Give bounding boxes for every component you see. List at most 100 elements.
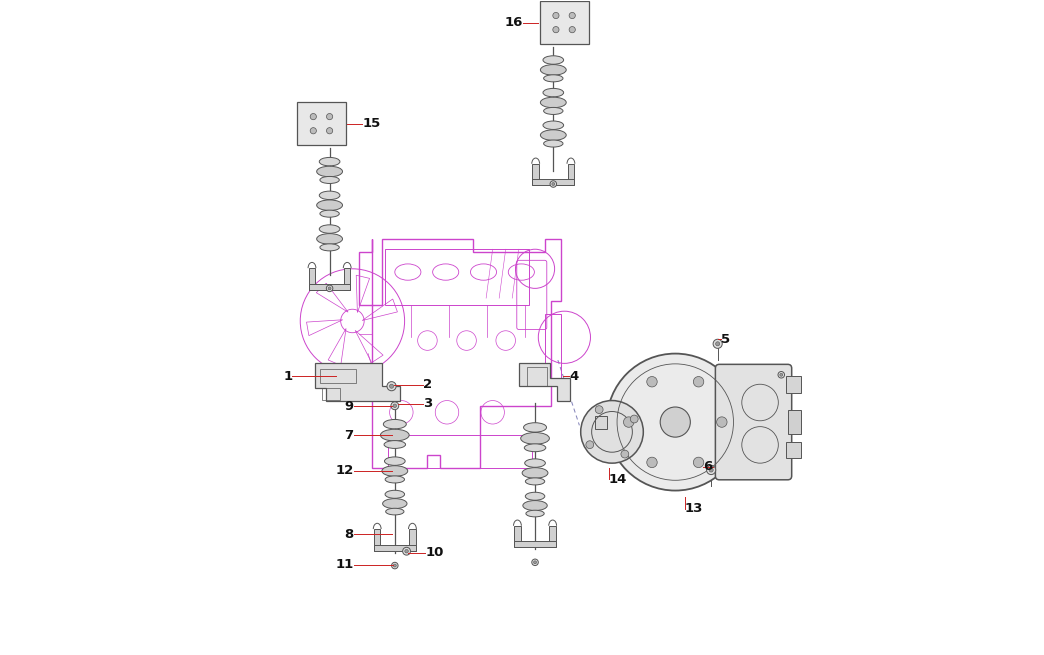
Circle shape xyxy=(693,457,704,468)
Ellipse shape xyxy=(525,459,545,467)
Circle shape xyxy=(693,377,704,387)
Bar xyxy=(532,164,539,185)
Bar xyxy=(788,410,801,434)
Ellipse shape xyxy=(319,225,340,233)
Circle shape xyxy=(707,466,716,475)
Text: 12: 12 xyxy=(335,464,354,477)
Ellipse shape xyxy=(522,468,548,478)
Ellipse shape xyxy=(543,56,564,64)
Circle shape xyxy=(716,417,727,427)
Circle shape xyxy=(394,564,397,567)
FancyBboxPatch shape xyxy=(296,102,346,145)
Circle shape xyxy=(595,405,603,413)
Ellipse shape xyxy=(544,140,563,147)
Circle shape xyxy=(580,401,643,463)
Ellipse shape xyxy=(523,500,547,510)
Circle shape xyxy=(647,377,658,387)
Circle shape xyxy=(393,404,397,407)
Circle shape xyxy=(621,450,628,458)
Circle shape xyxy=(531,559,539,565)
Bar xyxy=(549,526,555,548)
Ellipse shape xyxy=(544,75,563,82)
Ellipse shape xyxy=(525,478,545,485)
Ellipse shape xyxy=(521,432,549,444)
Text: 8: 8 xyxy=(345,528,354,541)
Bar xyxy=(526,367,547,386)
Bar xyxy=(595,415,607,428)
Circle shape xyxy=(569,27,575,33)
Bar xyxy=(786,441,801,458)
Ellipse shape xyxy=(319,191,340,200)
Ellipse shape xyxy=(525,493,545,500)
Bar xyxy=(309,284,351,290)
Ellipse shape xyxy=(319,157,340,166)
Circle shape xyxy=(310,128,316,134)
Circle shape xyxy=(387,382,396,391)
Text: 4: 4 xyxy=(569,370,578,383)
Circle shape xyxy=(586,441,594,449)
Bar xyxy=(374,545,416,551)
Ellipse shape xyxy=(383,419,406,429)
Bar xyxy=(343,268,351,290)
Circle shape xyxy=(389,384,394,388)
Circle shape xyxy=(713,339,722,348)
Ellipse shape xyxy=(384,441,405,449)
Text: 5: 5 xyxy=(721,333,730,346)
Bar xyxy=(532,179,574,185)
Ellipse shape xyxy=(380,429,409,441)
Ellipse shape xyxy=(385,491,405,498)
Ellipse shape xyxy=(316,234,342,244)
Text: 6: 6 xyxy=(704,460,713,473)
Circle shape xyxy=(715,342,719,346)
Ellipse shape xyxy=(319,210,339,217)
Circle shape xyxy=(533,561,537,564)
Ellipse shape xyxy=(541,65,566,75)
Circle shape xyxy=(607,354,743,491)
Ellipse shape xyxy=(319,244,339,251)
Circle shape xyxy=(631,415,638,423)
Ellipse shape xyxy=(544,107,563,115)
Ellipse shape xyxy=(382,466,408,476)
Text: 13: 13 xyxy=(685,502,704,515)
Circle shape xyxy=(552,183,554,185)
Ellipse shape xyxy=(523,422,546,432)
Circle shape xyxy=(310,113,316,120)
Bar xyxy=(322,388,340,400)
Text: 9: 9 xyxy=(345,400,354,413)
Bar xyxy=(786,377,801,393)
Circle shape xyxy=(569,12,575,18)
Bar xyxy=(309,268,315,290)
Circle shape xyxy=(660,407,690,437)
Circle shape xyxy=(553,12,559,18)
Ellipse shape xyxy=(541,130,566,140)
Text: 15: 15 xyxy=(362,117,380,130)
Ellipse shape xyxy=(316,200,342,210)
Circle shape xyxy=(327,128,333,134)
Bar xyxy=(719,405,740,438)
Ellipse shape xyxy=(384,457,405,465)
Bar xyxy=(409,529,416,551)
Circle shape xyxy=(328,287,331,290)
Polygon shape xyxy=(519,364,570,402)
Circle shape xyxy=(403,548,410,555)
Ellipse shape xyxy=(319,176,339,183)
Ellipse shape xyxy=(385,508,404,515)
Text: 14: 14 xyxy=(609,473,627,486)
Ellipse shape xyxy=(524,444,546,452)
Bar xyxy=(568,164,574,185)
Ellipse shape xyxy=(541,97,566,108)
Circle shape xyxy=(778,371,784,378)
Text: 11: 11 xyxy=(335,559,354,571)
Bar xyxy=(388,435,531,468)
Bar xyxy=(515,542,555,548)
Circle shape xyxy=(780,373,783,376)
Text: 7: 7 xyxy=(345,428,354,441)
Text: 3: 3 xyxy=(423,398,432,410)
Bar xyxy=(374,529,380,551)
Ellipse shape xyxy=(385,476,404,483)
Circle shape xyxy=(550,181,556,187)
Circle shape xyxy=(553,27,559,33)
Text: 16: 16 xyxy=(505,16,523,29)
Circle shape xyxy=(623,417,634,427)
Ellipse shape xyxy=(526,510,544,517)
